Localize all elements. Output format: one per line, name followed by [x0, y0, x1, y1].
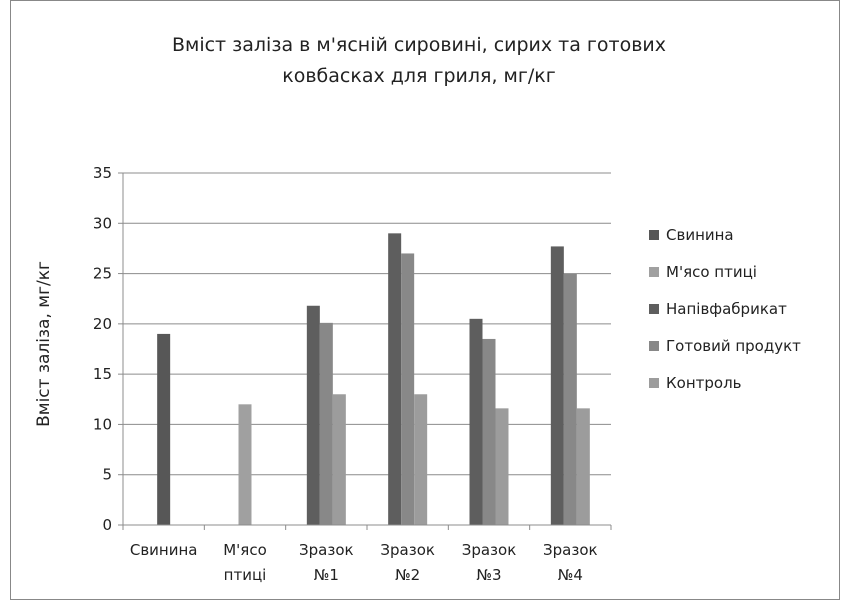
- bar: [576, 408, 590, 525]
- x-tick-label: Зразок: [543, 541, 598, 559]
- legend-label: Контроль: [666, 374, 742, 392]
- legend-label: Готовий продукт: [666, 337, 801, 355]
- bar: [482, 338, 496, 525]
- gridlines: [123, 172, 611, 476]
- x-tick-labels: Свинина М'ясо птиці Зразок №1 Зразок №2 Зразок №…: [130, 541, 598, 584]
- x-tick-label: №2: [395, 566, 420, 584]
- legend-swatch: [649, 341, 659, 351]
- x-tick-label: Зразок: [380, 541, 435, 559]
- legend-swatch: [649, 267, 659, 277]
- x-tick-label: Зразок: [462, 541, 517, 559]
- legend-label: Напівфабрикат: [666, 300, 787, 318]
- y-tick-label: 5: [102, 466, 112, 484]
- bar-chart: Вміст заліза в м'ясній сировині, сирих т…: [34, 34, 801, 584]
- bar: [563, 273, 577, 525]
- y-tick-label: 0: [102, 516, 112, 534]
- bars: [157, 233, 590, 526]
- legend-swatch: [649, 378, 659, 388]
- x-tick-label: №3: [476, 566, 501, 584]
- x-tick-label: птиці: [224, 566, 267, 584]
- bar: [388, 233, 402, 526]
- y-tick-label: 20: [93, 315, 112, 333]
- bar: [414, 394, 428, 525]
- legend-swatch: [649, 304, 659, 314]
- chart-title-line2: ковбасках для гриля, мг/кг: [282, 65, 555, 87]
- bar: [238, 404, 252, 525]
- axes: [118, 172, 612, 530]
- y-tick-label: 10: [93, 415, 112, 433]
- x-tick-label: Свинина: [130, 541, 198, 559]
- chart-frame: Вміст заліза в м'ясній сировині, сирих т…: [10, 0, 840, 600]
- y-tick-label: 35: [93, 164, 112, 182]
- y-tick-label: 30: [93, 214, 112, 232]
- y-tick-labels: 0 5 10 15 20 25 30 35: [93, 164, 112, 534]
- legend: Свинина М'ясо птиці Напівфабрикат Готовий п…: [649, 226, 801, 392]
- y-tick-label: 15: [93, 365, 112, 383]
- x-tick-label: М'ясо: [223, 541, 267, 559]
- bar: [306, 305, 320, 525]
- legend-swatch: [649, 230, 659, 240]
- bar: [157, 333, 171, 525]
- legend-label: М'ясо птиці: [666, 263, 757, 281]
- chart-title-line1: Вміст заліза в м'ясній сировині, сирих т…: [172, 34, 666, 56]
- x-tick-label: Зразок: [299, 541, 354, 559]
- legend-label: Свинина: [666, 226, 734, 244]
- bar: [469, 318, 483, 525]
- y-tick-label: 25: [93, 265, 112, 283]
- bar: [495, 408, 509, 525]
- x-tick-label: №4: [558, 566, 583, 584]
- bar: [332, 394, 346, 525]
- x-tick-label: №1: [314, 566, 339, 584]
- y-axis-label: Вміст заліза, мг/кг: [34, 261, 54, 427]
- bar: [319, 322, 333, 525]
- bar: [401, 253, 415, 525]
- bar: [550, 246, 564, 525]
